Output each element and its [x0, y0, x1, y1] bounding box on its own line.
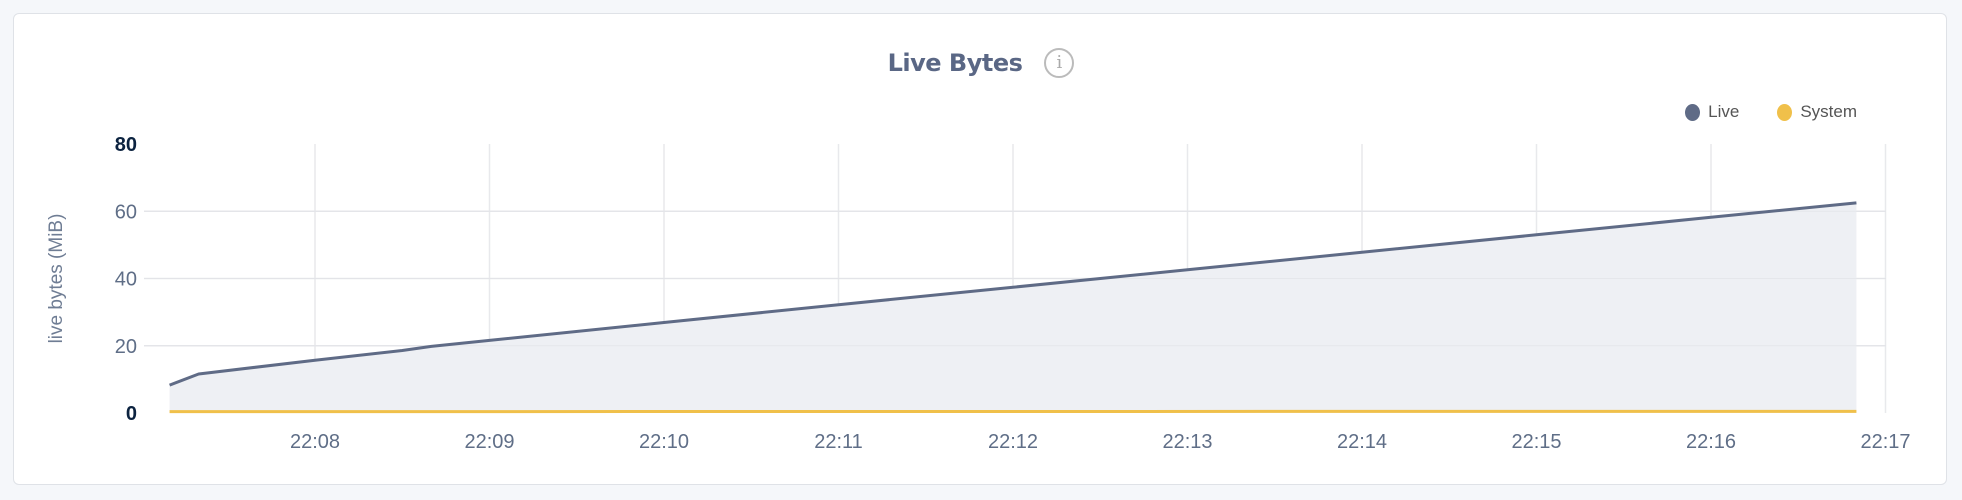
x-tick-label: 22:15: [1511, 431, 1561, 453]
legend: Live System: [1685, 102, 1857, 122]
x-tick-label: 22:13: [1162, 431, 1212, 453]
chart-title: Live Bytes i: [0, 48, 1962, 78]
legend-label-system: System: [1800, 102, 1857, 121]
y-tick-label: 40: [115, 269, 137, 291]
y-tick-label: 0: [126, 403, 137, 425]
x-tick-label: 22:14: [1337, 431, 1387, 453]
y-axis-label: live bytes (MiB): [46, 214, 67, 344]
chart-title-text: Live Bytes: [887, 49, 1023, 77]
y-tick-label: 80: [115, 134, 137, 156]
x-tick-label: 22:10: [639, 431, 689, 453]
info-circle-icon[interactable]: i: [1044, 48, 1075, 78]
live-line: [169, 201, 1857, 387]
legend-item-system[interactable]: System: [1777, 102, 1857, 122]
y-tick-label: 20: [115, 336, 137, 358]
x-tick-label: 22:16: [1686, 431, 1736, 453]
x-tick-label: 22:17: [1860, 431, 1910, 453]
x-tick-label: 22:09: [464, 431, 514, 453]
x-tick-label: 22:12: [988, 431, 1038, 453]
x-tick-label: 22:11: [814, 431, 863, 453]
legend-label-live: Live: [1708, 102, 1740, 121]
y-tick-label: 60: [115, 201, 137, 223]
x-tick-label: 22:08: [290, 431, 340, 453]
legend-item-live[interactable]: Live: [1685, 102, 1739, 122]
legend-dot-system: [1777, 103, 1793, 121]
legend-dot-live: [1685, 103, 1701, 121]
live-area: [169, 202, 1857, 413]
